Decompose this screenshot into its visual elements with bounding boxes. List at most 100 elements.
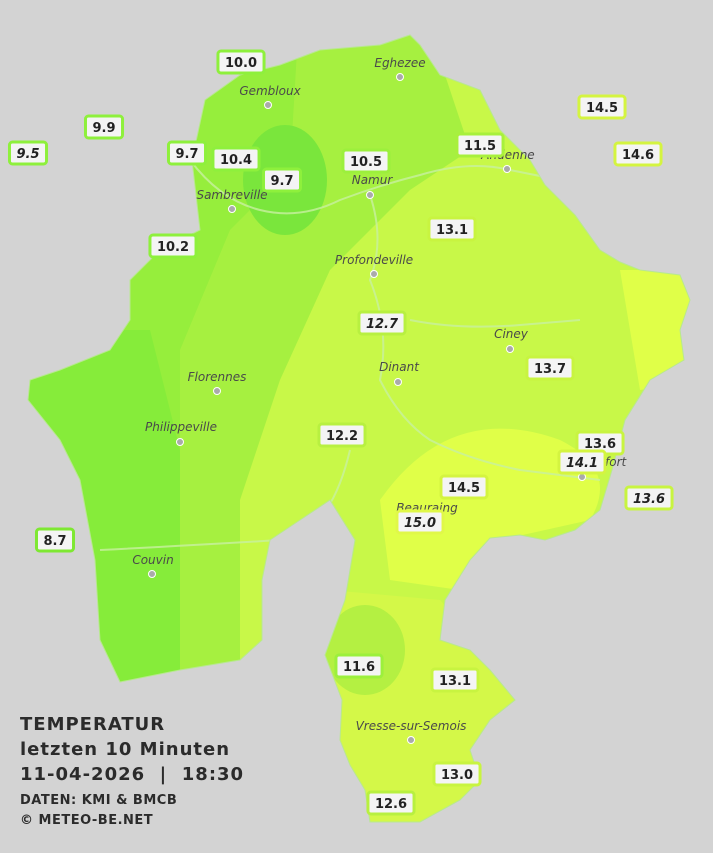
city-name: Dinant: [379, 360, 420, 374]
city-dot: [366, 191, 374, 199]
station: 9.7: [261, 167, 303, 193]
station-box: [557, 449, 607, 475]
station-value: 9.5: [16, 147, 39, 162]
legend-title: TEMPERATUR: [20, 714, 165, 735]
legend-copyright: © METEO-BE.NET: [20, 813, 153, 828]
station-value: 11.5: [464, 139, 496, 154]
station: 15.0: [395, 509, 445, 535]
station-box: [613, 141, 663, 167]
station: 12.2: [317, 422, 367, 448]
station-box: [211, 146, 261, 172]
city-dot: [506, 345, 514, 353]
station-box: [624, 485, 674, 511]
station: 14.5: [577, 94, 627, 120]
city-dot: [228, 205, 236, 213]
station-box: [395, 509, 445, 535]
station: 12.7: [357, 310, 407, 336]
station-value: 14.5: [448, 481, 480, 496]
station: 8.7: [34, 527, 76, 553]
city-dot: [578, 473, 586, 481]
station-box: [439, 474, 489, 500]
station-box: [525, 355, 575, 381]
station-box: [577, 94, 627, 120]
station-value: 12.2: [326, 429, 358, 444]
legend-subtitle: letzten 10 Minuten: [20, 739, 230, 760]
station: 9.9: [83, 114, 125, 140]
station-box: [7, 140, 49, 166]
station-value: 14.5: [586, 101, 618, 116]
station: 14.6: [613, 141, 663, 167]
station-value: 9.9: [92, 121, 115, 136]
station-box: [317, 422, 367, 448]
station-value: 13.7: [534, 362, 566, 377]
station: 10.2: [148, 233, 198, 259]
city-name: Ciney: [494, 327, 529, 341]
station-value: 14.6: [622, 148, 654, 163]
station-value: 12.7: [366, 317, 399, 332]
city-dot: [394, 378, 402, 386]
station-box: [366, 790, 416, 816]
station-box: [148, 233, 198, 259]
city-name: Sambreville: [196, 188, 267, 202]
city-name: Florennes: [188, 370, 247, 384]
station-box: [34, 527, 76, 553]
station: 14.1: [557, 449, 607, 475]
station: 13.7: [525, 355, 575, 381]
cities: EghezeeGemblouxAndenneNamurSambrevillePr…: [132, 56, 628, 744]
city-name: Namur: [352, 173, 394, 187]
station-box: [166, 140, 208, 166]
station-box: [430, 667, 480, 693]
station-value: 13.6: [633, 492, 665, 507]
station-box: [83, 114, 125, 140]
station-value: 12.6: [375, 797, 407, 812]
station-value: 11.6: [343, 660, 375, 675]
station-box: [261, 167, 303, 193]
legend: TEMPERATUR letzten 10 Minuten 11-04-2026…: [20, 714, 244, 828]
station-value: 13.1: [436, 223, 468, 238]
city-name: Profondeville: [335, 253, 413, 267]
city-name: Gembloux: [239, 84, 301, 98]
city-dot: [503, 165, 511, 173]
station-value: 13.1: [439, 674, 471, 689]
station-value: 10.4: [220, 153, 252, 168]
station: 13.6: [624, 485, 674, 511]
station-value: 9.7: [175, 147, 198, 162]
city-dot: [370, 270, 378, 278]
station-value: 10.5: [350, 155, 382, 170]
station: 10.4: [211, 146, 261, 172]
city-dot: [264, 101, 272, 109]
station-value: 14.1: [566, 456, 598, 471]
station: 12.6: [366, 790, 416, 816]
legend-datetime: 11-04-2026 | 18:30: [20, 764, 244, 785]
legend-source: DATEN: KMI & BMCB: [20, 793, 177, 808]
city-dot: [407, 736, 415, 744]
station: 11.5: [455, 132, 505, 158]
city-name: Eghezee: [374, 56, 425, 70]
station-value: 13.6: [584, 437, 616, 452]
station: 13.1: [427, 216, 477, 242]
zone-hot: [380, 428, 600, 590]
station: 14.5: [439, 474, 489, 500]
station-box: [455, 132, 505, 158]
station-value: 13.0: [441, 768, 473, 783]
station: 10.0: [216, 49, 266, 75]
station-value: 9.7: [270, 174, 293, 189]
stations: 10.0 9.9 9.5 9.7 10.4 9.7 10.5 11.5 14.5 14.6 10.2…: [7, 49, 674, 816]
station: 11.6: [334, 653, 384, 679]
city-name: Vresse-sur-Semois: [356, 719, 467, 733]
city-name: Couvin: [132, 553, 173, 567]
station: 10.5: [341, 148, 391, 174]
station-box: [427, 216, 477, 242]
station-box: [357, 310, 407, 336]
station-value: 8.7: [43, 534, 66, 549]
city-dot: [148, 570, 156, 578]
station: 13.1: [430, 667, 480, 693]
zone-hot-east: [620, 270, 690, 390]
station-box: [216, 49, 266, 75]
station-value: 10.0: [225, 56, 257, 71]
station: 13.6: [575, 430, 625, 456]
station-box: [341, 148, 391, 174]
city-dot: [396, 73, 404, 81]
city-dot: [176, 438, 184, 446]
